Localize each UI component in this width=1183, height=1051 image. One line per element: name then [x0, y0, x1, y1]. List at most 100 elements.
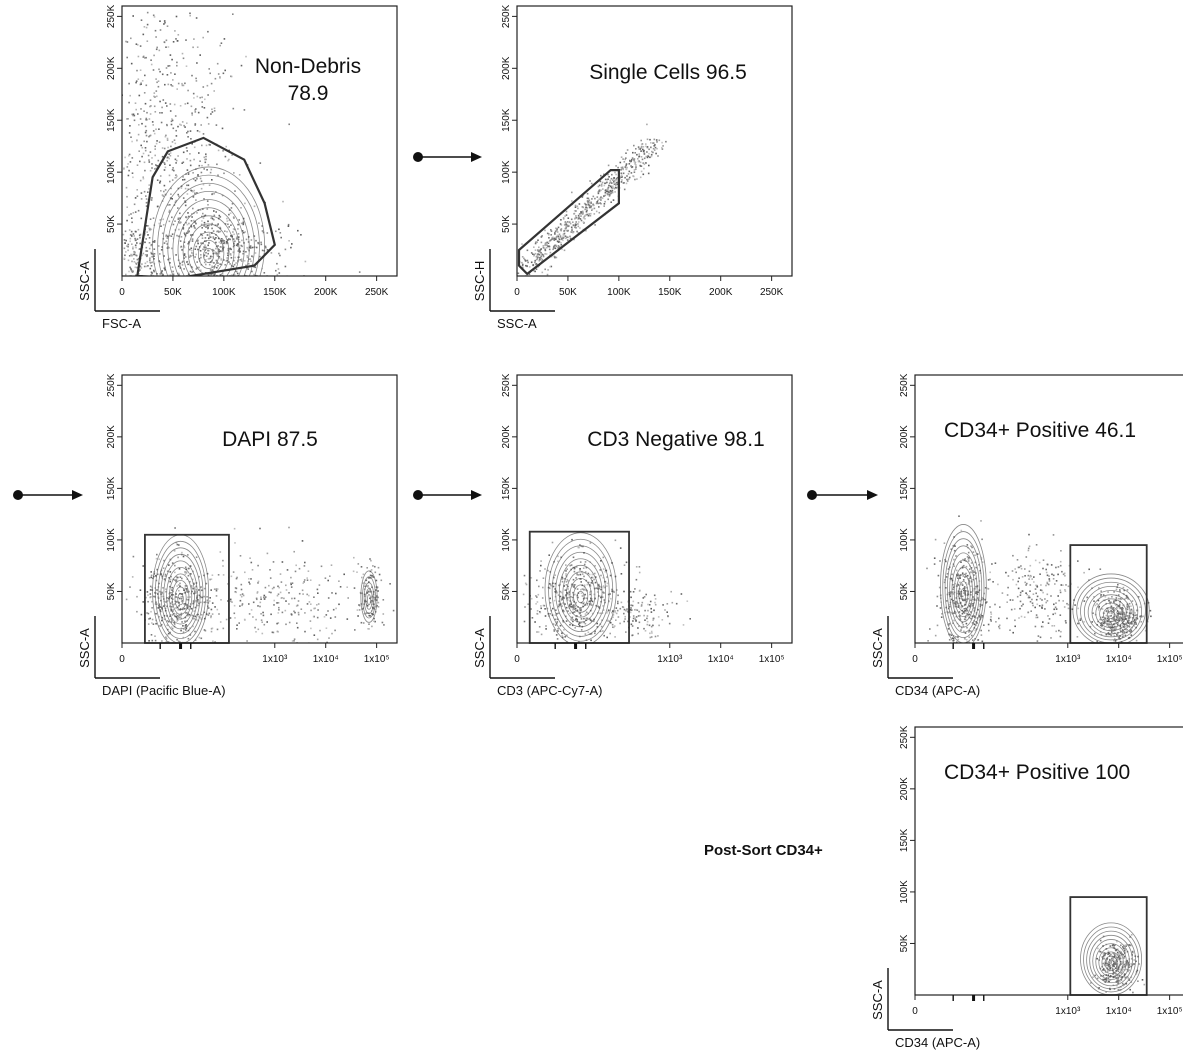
event-dot	[368, 623, 370, 625]
event-dot	[555, 245, 558, 248]
event-dot	[134, 246, 137, 249]
event-dot	[975, 585, 977, 588]
event-dot	[66, 42, 68, 44]
event-dot	[613, 182, 615, 184]
event-dot	[579, 218, 582, 220]
event-dot	[1109, 612, 1111, 614]
event-dot	[1028, 578, 1030, 580]
event-dot	[120, 254, 122, 256]
event-dot	[255, 631, 257, 633]
event-dot	[268, 584, 270, 587]
event-dot	[598, 184, 601, 187]
event-dot	[90, 218, 92, 220]
contour-line	[365, 588, 373, 610]
event-dot	[153, 573, 156, 575]
event-dot	[221, 250, 223, 253]
event-dot	[170, 618, 173, 620]
event-dot	[211, 613, 214, 615]
event-dot	[201, 237, 204, 239]
event-dot	[146, 612, 148, 614]
event-dot	[991, 563, 993, 565]
event-dot	[204, 629, 207, 632]
event-dot	[150, 228, 153, 231]
y-tick-label: 200K	[899, 425, 910, 449]
event-dot	[185, 571, 188, 573]
event-dot	[201, 144, 203, 147]
x-tick-label: 1x10³	[262, 654, 288, 665]
event-dot	[204, 617, 206, 620]
event-dot	[593, 213, 596, 215]
event-dot	[134, 251, 136, 254]
event-dot	[578, 623, 580, 626]
event-dot	[187, 136, 189, 138]
event-dot	[1035, 614, 1038, 616]
event-dot	[233, 273, 236, 276]
event-dot	[119, 235, 121, 237]
event-dot	[600, 596, 602, 599]
event-dot	[1121, 982, 1124, 985]
event-dot	[136, 164, 139, 166]
event-dot	[232, 231, 234, 233]
event-dot	[183, 628, 185, 631]
event-dot	[1130, 981, 1133, 983]
event-dot	[176, 619, 179, 621]
event-dot	[100, 188, 102, 190]
event-dot	[564, 603, 566, 605]
event-dot	[250, 561, 253, 564]
event-dot	[243, 618, 246, 621]
event-dot	[177, 82, 180, 85]
event-dot	[576, 205, 579, 208]
event-dot	[196, 212, 198, 214]
event-dot	[541, 253, 544, 256]
event-dot	[140, 144, 142, 147]
event-dot	[217, 237, 220, 240]
event-dot	[231, 234, 233, 237]
event-dot	[366, 605, 369, 607]
event-dot	[619, 161, 622, 164]
event-dot	[260, 596, 262, 598]
event-dot	[195, 199, 197, 201]
event-dot	[967, 560, 970, 562]
event-dot	[642, 150, 645, 153]
event-dot	[182, 226, 185, 229]
event-dot	[603, 203, 606, 205]
event-dot	[1047, 615, 1049, 617]
event-dot	[210, 269, 212, 271]
event-dot	[972, 605, 974, 607]
event-dot	[184, 573, 187, 576]
event-dot	[637, 615, 640, 617]
event-dot	[556, 638, 559, 640]
event-dot	[607, 178, 609, 180]
event-dot	[540, 605, 542, 607]
event-dot	[963, 608, 966, 610]
event-dot	[150, 59, 152, 61]
event-dot	[142, 176, 144, 178]
event-dot	[567, 221, 569, 224]
event-dot	[195, 253, 197, 256]
event-dot	[185, 612, 187, 614]
event-dot	[132, 212, 135, 214]
event-dot	[580, 578, 582, 580]
event-dot	[980, 598, 983, 601]
event-dot	[587, 572, 590, 575]
event-dot	[170, 123, 173, 126]
event-dot	[605, 190, 608, 192]
event-dot	[163, 605, 165, 607]
event-dot	[153, 241, 156, 243]
event-dot	[535, 595, 537, 597]
event-dot	[203, 156, 206, 159]
event-dot	[566, 599, 569, 601]
event-dot	[1109, 945, 1112, 947]
event-dot	[1064, 590, 1067, 592]
y-tick-label: 150K	[899, 476, 910, 500]
event-dot	[154, 29, 157, 32]
event-dot	[978, 616, 981, 618]
event-dot	[1048, 580, 1051, 582]
event-dot	[383, 624, 385, 626]
event-dot	[177, 640, 180, 642]
event-dot	[524, 606, 526, 608]
event-dot	[228, 213, 230, 216]
event-dot	[1098, 605, 1100, 608]
event-dot	[144, 74, 146, 77]
